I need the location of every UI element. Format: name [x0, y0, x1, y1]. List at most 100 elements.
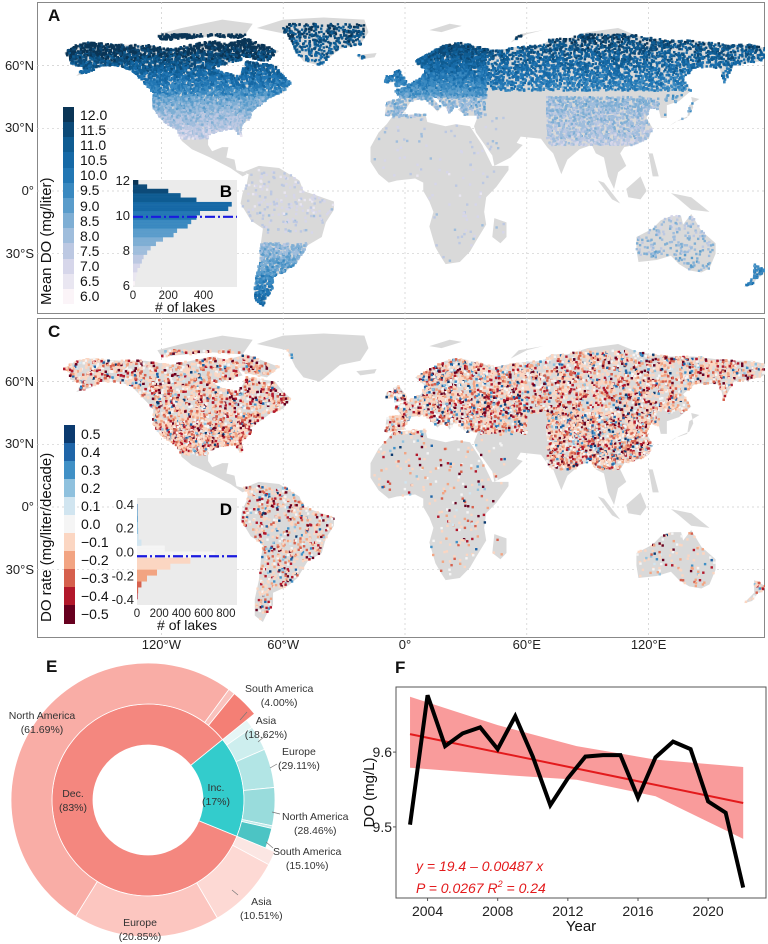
- lake-point: [177, 50, 179, 52]
- lake-point: [212, 67, 214, 69]
- lake-point: [176, 89, 178, 91]
- lake-point: [118, 50, 120, 52]
- lake-point: [228, 44, 230, 46]
- lake-point: [98, 42, 100, 44]
- lake-point: [137, 45, 139, 47]
- lake-point: [214, 49, 216, 51]
- lake-point: [144, 50, 146, 52]
- lake-point: [189, 44, 191, 46]
- lake-point: [232, 47, 234, 49]
- lake-point: [130, 56, 132, 58]
- land-polygon: [598, 181, 620, 204]
- lake-point: [260, 88, 262, 90]
- land-polygon: [671, 193, 710, 212]
- lake-point: [236, 93, 238, 95]
- lake-point: [77, 64, 79, 66]
- lake-point: [199, 59, 201, 61]
- lake-point: [142, 45, 144, 47]
- lake-point: [159, 54, 161, 56]
- lake-point: [275, 92, 277, 94]
- lake-point: [234, 58, 236, 60]
- lake-point: [271, 81, 273, 83]
- lake-point: [224, 87, 226, 89]
- lake-point: [251, 81, 253, 83]
- lake-point: [175, 49, 177, 51]
- lake-point: [202, 62, 204, 64]
- lake-point: [68, 49, 70, 51]
- lake-point: [275, 66, 277, 68]
- lake-point: [91, 58, 93, 60]
- lake-point: [159, 47, 161, 49]
- lake-point: [245, 55, 247, 57]
- lake-point: [201, 68, 203, 70]
- land-polygon: [429, 24, 461, 32]
- lake-point: [201, 81, 203, 83]
- lake-point: [214, 54, 216, 56]
- lake-point: [261, 81, 263, 83]
- lake-point: [143, 66, 145, 68]
- lake-point: [75, 45, 77, 47]
- lake-point: [163, 47, 165, 49]
- lake-point: [273, 91, 275, 93]
- lake-point: [236, 47, 238, 49]
- lake-point: [118, 46, 120, 48]
- lake-point: [132, 50, 134, 52]
- lake-point: [134, 57, 136, 59]
- lake-point: [245, 63, 247, 65]
- lake-point: [72, 58, 74, 60]
- lake-point: [266, 76, 268, 78]
- lake-point: [196, 34, 198, 36]
- lake-point: [235, 90, 237, 92]
- lake-point: [196, 59, 198, 61]
- lake-point: [224, 57, 226, 59]
- lake-point: [149, 77, 151, 79]
- lake-point: [178, 84, 180, 86]
- lake-point: [168, 65, 170, 67]
- lake-point: [233, 50, 235, 52]
- lake-point: [113, 59, 115, 61]
- lake-point: [238, 84, 240, 86]
- lake-point: [176, 52, 178, 54]
- land-polygon: [626, 176, 646, 199]
- lake-point: [201, 44, 203, 46]
- lake-point: [102, 64, 104, 66]
- lake-point: [223, 43, 225, 45]
- lake-point: [160, 87, 162, 89]
- lake-point: [219, 33, 221, 35]
- lake-point: [150, 89, 152, 91]
- lake-point: [165, 82, 167, 84]
- lake-point: [166, 93, 168, 95]
- lake-point: [220, 84, 222, 86]
- lake-point: [154, 93, 156, 95]
- lake-point: [176, 69, 178, 71]
- lake-point: [129, 54, 131, 56]
- lake-point: [177, 34, 179, 36]
- lake-point: [252, 57, 254, 59]
- lake-point: [241, 73, 243, 75]
- lake-point: [145, 45, 147, 47]
- lake-point: [131, 47, 133, 49]
- lake-point: [289, 35, 291, 37]
- lake-point: [222, 80, 224, 82]
- lake-point: [270, 92, 272, 94]
- lake-point: [186, 37, 188, 39]
- lake-point: [146, 85, 148, 87]
- lake-point: [222, 60, 224, 62]
- lake-point: [183, 45, 185, 47]
- lake-point: [241, 81, 243, 83]
- lake-point: [100, 44, 102, 46]
- lake-point: [235, 44, 237, 46]
- lake-point: [237, 57, 239, 59]
- lake-point: [198, 77, 200, 79]
- lake-point: [167, 47, 169, 49]
- lake-point: [207, 34, 209, 36]
- lake-point: [149, 69, 151, 71]
- lake-point: [159, 50, 161, 52]
- lake-point: [220, 71, 222, 73]
- lake-point: [265, 68, 267, 70]
- lake-point: [171, 65, 173, 67]
- lake-point: [233, 93, 235, 95]
- lake-point: [215, 34, 217, 36]
- lake-point: [262, 72, 264, 74]
- lake-point: [266, 46, 268, 48]
